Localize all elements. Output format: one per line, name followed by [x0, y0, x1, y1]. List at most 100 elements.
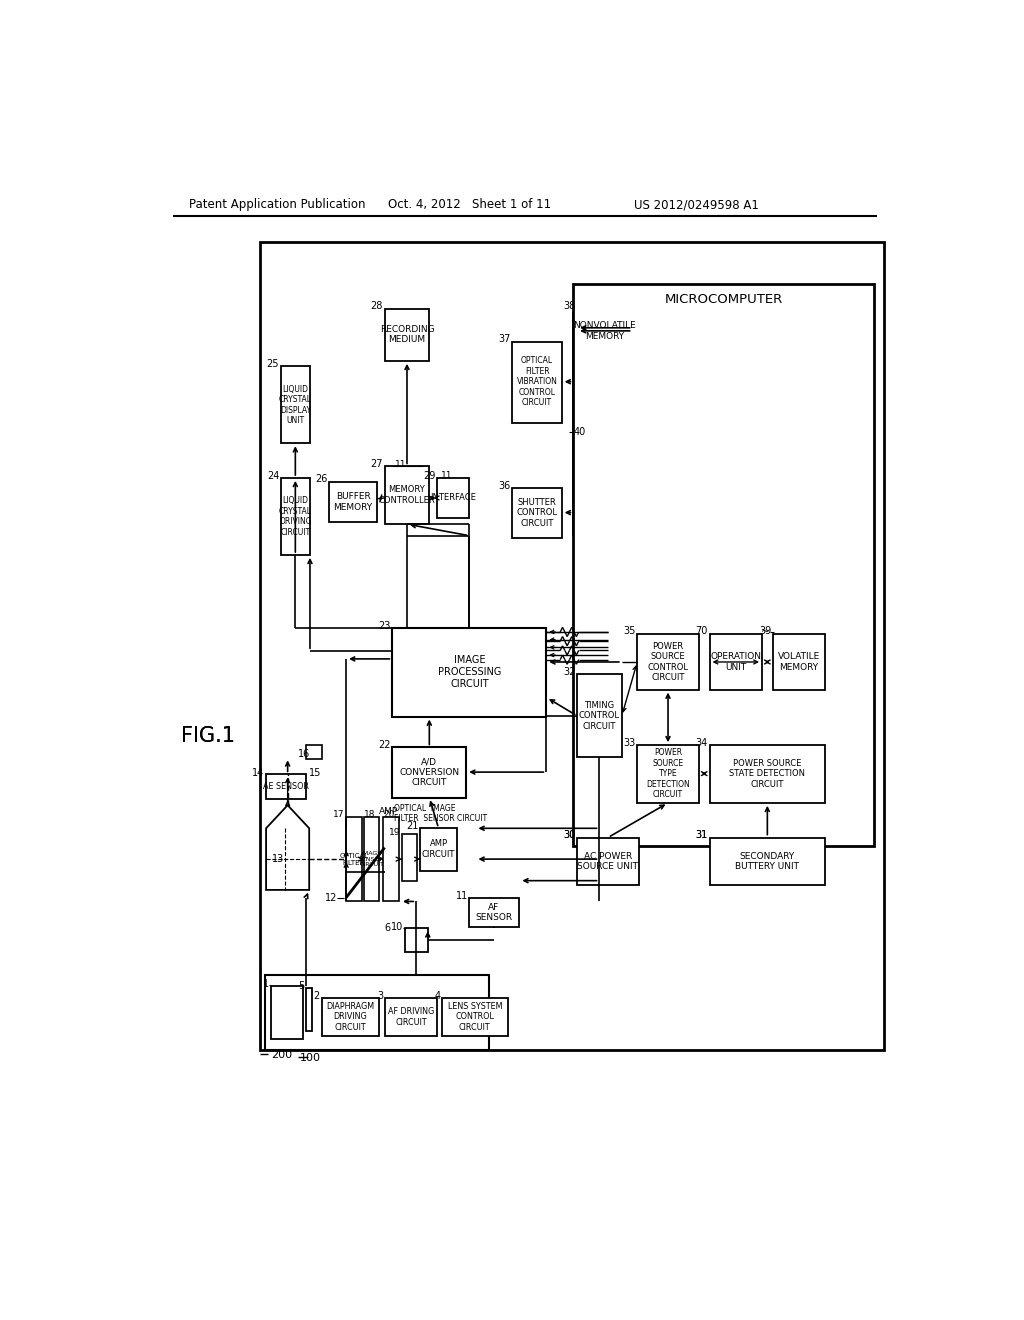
Text: 34: 34	[696, 738, 708, 748]
Bar	[420, 829, 457, 871]
Text: IMAGE
PROCESSING
CIRCUIT: IMAGE PROCESSING CIRCUIT	[437, 656, 501, 689]
Text: 30: 30	[563, 830, 575, 841]
Text: BUFFER
MEMORY: BUFFER MEMORY	[334, 492, 373, 512]
Polygon shape	[266, 805, 309, 890]
Text: RECORDING
MEDIUM: RECORDING MEDIUM	[380, 325, 434, 345]
Bar	[383, 817, 398, 902]
Bar	[442, 998, 508, 1036]
Text: US 2012/0249598 A1: US 2012/0249598 A1	[634, 198, 759, 211]
Text: 6: 6	[385, 924, 391, 933]
Text: 24: 24	[267, 471, 280, 480]
Text: SHUTTER
CONTROL
CIRCUIT: SHUTTER CONTROL CIRCUIT	[517, 498, 558, 528]
Bar	[404, 928, 428, 952]
Text: 26: 26	[315, 474, 328, 484]
Text: OPTICAL
FILTER
VIBRATION
CONTROL
CIRCUIT: OPTICAL FILTER VIBRATION CONTROL CIRCUIT	[517, 356, 557, 407]
Bar	[578, 675, 622, 758]
Text: 31: 31	[696, 830, 708, 841]
Text: 36: 36	[499, 480, 511, 491]
Text: FIG.1: FIG.1	[180, 726, 234, 746]
Text: 19: 19	[388, 829, 400, 837]
Bar	[710, 838, 825, 886]
Bar	[385, 466, 429, 524]
Text: 1: 1	[263, 979, 269, 989]
Text: DIAPHRAGM
DRIVING
CIRCUIT: DIAPHRAGM DRIVING CIRCUIT	[326, 1002, 374, 1032]
Bar	[392, 747, 466, 797]
Text: TIMING
CONTROL
CIRCUIT: TIMING CONTROL CIRCUIT	[579, 701, 620, 731]
Bar	[306, 744, 322, 759]
Text: 31: 31	[696, 830, 708, 841]
Bar	[437, 478, 469, 517]
Bar	[578, 838, 639, 886]
Text: 200: 200	[270, 1051, 292, 1060]
Text: POWER
SOURCE
TYPE
DETECTION
CIRCUIT: POWER SOURCE TYPE DETECTION CIRCUIT	[646, 748, 690, 799]
Text: AF DRIVING
CIRCUIT: AF DRIVING CIRCUIT	[388, 1007, 434, 1027]
Bar	[346, 817, 361, 902]
Text: INTERFACE: INTERFACE	[430, 494, 476, 503]
Text: 38: 38	[563, 301, 575, 312]
Text: 27: 27	[371, 459, 383, 469]
Text: 37: 37	[499, 334, 511, 345]
Text: 10: 10	[391, 921, 403, 932]
Text: 17: 17	[333, 810, 345, 818]
Text: 18: 18	[364, 810, 376, 818]
Bar	[364, 817, 379, 902]
Bar	[573, 284, 873, 846]
Bar	[710, 635, 762, 689]
Bar	[322, 998, 379, 1036]
Text: Patent Application Publication: Patent Application Publication	[188, 198, 366, 211]
Text: 35: 35	[624, 626, 636, 636]
Text: OPERATION
UNIT: OPERATION UNIT	[711, 652, 761, 672]
Text: SECONDARY
BUTTERY UNIT: SECONDARY BUTTERY UNIT	[735, 851, 800, 871]
Bar	[637, 635, 698, 689]
Text: 21: 21	[407, 821, 419, 832]
Text: LIQUID
CRYSTAL
DISPLAY
UNIT: LIQUID CRYSTAL DISPLAY UNIT	[279, 384, 312, 425]
Text: 25: 25	[266, 359, 280, 370]
Text: NONVOLATILE
MEMORY: NONVOLATILE MEMORY	[573, 321, 636, 341]
Text: IMAGE
SENSOR
CIRCUIT: IMAGE SENSOR CIRCUIT	[358, 851, 384, 867]
Bar	[260, 242, 884, 1051]
Text: AMP
CIRCUIT: AMP CIRCUIT	[422, 840, 456, 859]
Text: 3: 3	[377, 991, 383, 1001]
Text: 70: 70	[695, 626, 708, 636]
Text: 16: 16	[298, 748, 310, 759]
Text: AMP: AMP	[379, 807, 398, 816]
Text: 23: 23	[379, 620, 391, 631]
Text: AE SENSOR: AE SENSOR	[263, 783, 309, 791]
Text: 100: 100	[300, 1053, 321, 1063]
Bar	[281, 367, 310, 444]
Text: 11: 11	[440, 471, 452, 480]
Bar	[637, 744, 698, 803]
Text: VOLATILE
MEMORY: VOLATILE MEMORY	[778, 652, 820, 672]
Bar	[392, 628, 547, 717]
Text: 29: 29	[423, 471, 435, 480]
Text: OPTICAL
FILTER: OPTICAL FILTER	[339, 853, 369, 866]
Text: 2: 2	[313, 991, 319, 1001]
Text: LENS SYSTEM
CONTROL
CIRCUIT: LENS SYSTEM CONTROL CIRCUIT	[447, 1002, 502, 1032]
Bar	[265, 974, 488, 1051]
Bar	[385, 998, 437, 1036]
Bar	[710, 744, 825, 803]
Text: 14: 14	[252, 768, 264, 777]
Text: AF
SENSOR: AF SENSOR	[475, 903, 513, 921]
Text: 22: 22	[378, 741, 391, 750]
Text: OPTICAL  IMAGE
FILTER  SENSOR CIRCUIT: OPTICAL IMAGE FILTER SENSOR CIRCUIT	[394, 804, 487, 824]
Bar	[401, 834, 417, 880]
Text: 33: 33	[624, 738, 636, 748]
Text: FIG.1: FIG.1	[180, 726, 234, 746]
Bar	[578, 309, 633, 354]
Bar	[330, 482, 377, 521]
Text: POWER SOURCE
STATE DETECTION
CIRCUIT: POWER SOURCE STATE DETECTION CIRCUIT	[729, 759, 805, 788]
Text: 5: 5	[298, 981, 304, 991]
Text: 39: 39	[759, 626, 771, 636]
Bar	[306, 989, 311, 1031]
Bar	[773, 635, 825, 689]
Bar	[385, 309, 429, 360]
Text: 28: 28	[371, 301, 383, 312]
Bar	[270, 986, 303, 1039]
Text: AC POWER
SOURCE UNIT: AC POWER SOURCE UNIT	[578, 851, 638, 871]
Text: 4: 4	[435, 991, 441, 1001]
Text: 11: 11	[395, 459, 407, 469]
Text: A/D
CONVERSION
CIRCUIT: A/D CONVERSION CIRCUIT	[399, 758, 460, 787]
Text: 30: 30	[563, 830, 575, 841]
Text: MICROCOMPUTER: MICROCOMPUTER	[665, 293, 782, 306]
